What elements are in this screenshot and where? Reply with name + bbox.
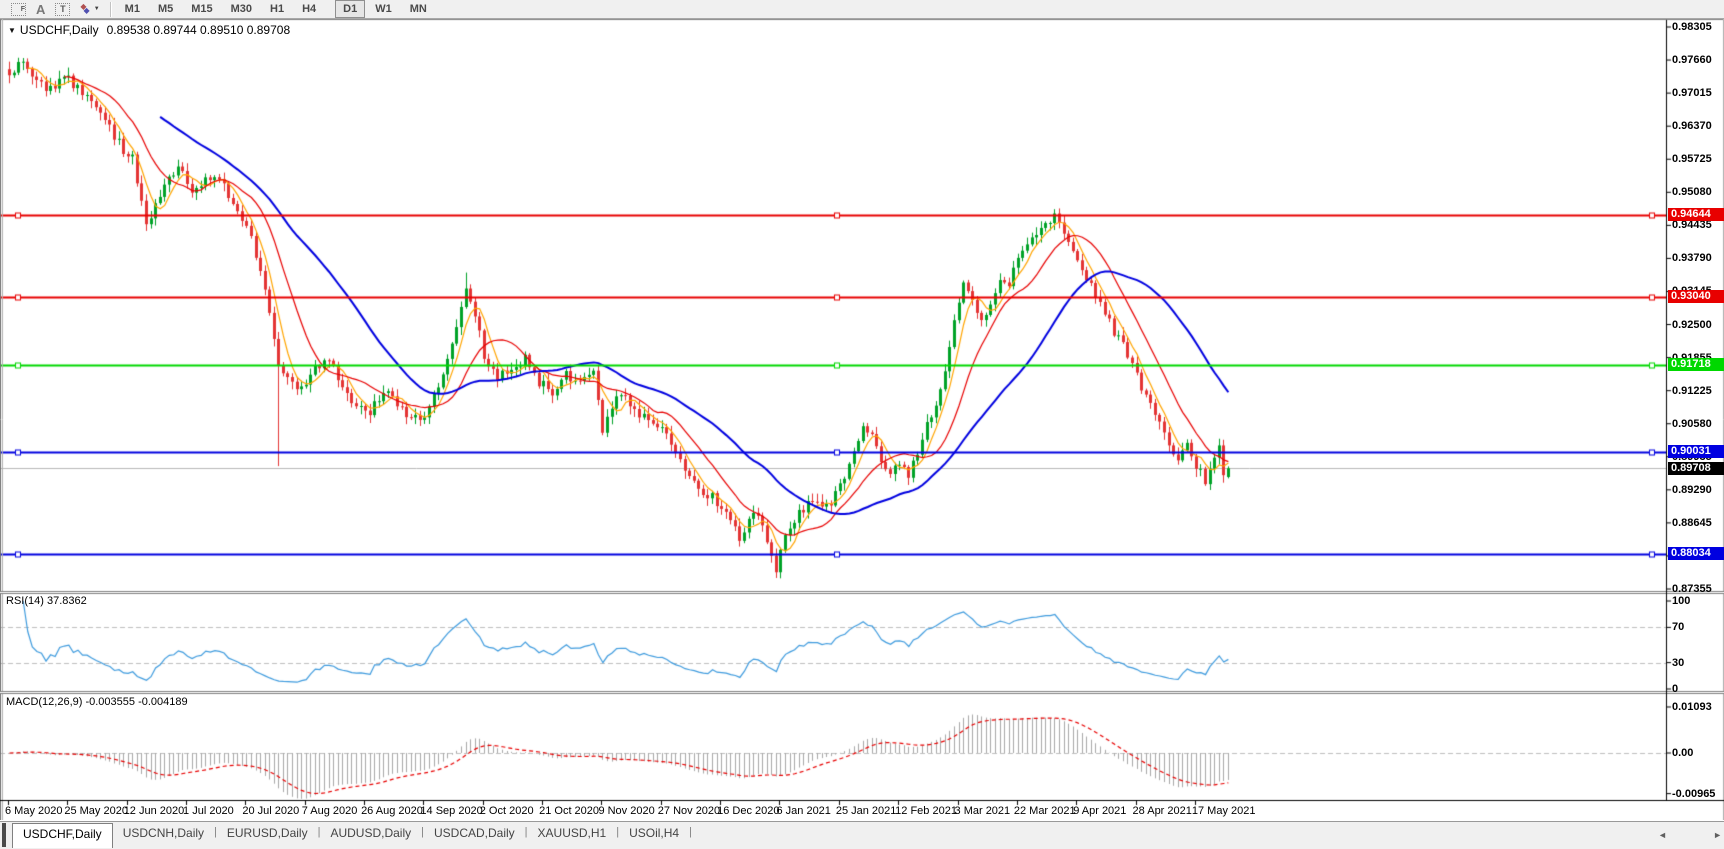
collapse-icon[interactable]: ▼ <box>8 26 16 35</box>
tab-separator: | <box>689 826 692 838</box>
fibonacci-glyph: F <box>11 2 26 16</box>
fibonacci-tool-icon[interactable]: F <box>6 1 31 18</box>
drawing-tools-group: F A T ◆ ◆ ▼ <box>6 1 105 18</box>
timeframe-button-w1[interactable]: W1 <box>375 3 392 15</box>
tab-audusd-daily[interactable]: AUDUSD,Daily <box>330 826 412 840</box>
text-tool-icon[interactable]: A <box>31 1 50 18</box>
tab-separator: | <box>616 826 620 838</box>
toolbar-separator <box>109 1 111 17</box>
arrow-diamond-blue: ◆ <box>83 6 90 15</box>
current-price-tag: 0.89708 <box>1668 462 1724 475</box>
hline-price-tag[interactable]: 0.90031 <box>1668 445 1724 458</box>
arrows-dropdown-caret-icon: ▼ <box>93 6 100 12</box>
ohlc-values: 0.89538 0.89744 0.89510 0.89708 <box>106 23 291 37</box>
text-label-glyph: T <box>55 2 71 16</box>
tab-separator: | <box>214 826 217 838</box>
timeframe-button-d1[interactable]: D1 <box>335 0 366 18</box>
chart-canvas[interactable] <box>0 0 1724 820</box>
tab-usdcad-daily[interactable]: USDCAD,Daily <box>433 826 515 840</box>
timeframe-button-h1[interactable]: H1 <box>270 3 285 15</box>
tab-scroll-left-icon[interactable]: ◄ <box>1658 830 1667 840</box>
timeframe-group: M1 M5 M15 M30 H1 H4 D1 W1 MN <box>116 0 436 18</box>
symbol-title: USDCHF,Daily <box>19 23 99 37</box>
tab-separator: | <box>524 826 528 838</box>
arrows-tool-icon[interactable]: ◆ ◆ ▼ <box>75 1 104 18</box>
tab-usdcnh-daily[interactable]: USDCNH,Daily <box>122 826 205 840</box>
timeframe-button-m15[interactable]: M15 <box>191 3 213 15</box>
timeframe-button-h4[interactable]: H4 <box>302 3 317 15</box>
chart-tabs-bar: USDCHF,Daily USDCNH,Daily | EURUSD,Daily | AU… <box>0 821 1724 849</box>
tab-separator: | <box>317 826 321 838</box>
tab-xauusd-h1[interactable]: XAUUSD,H1 <box>537 826 607 840</box>
toolbar: F A T ◆ ◆ ▼ M1 M5 M15 M30 H1 H4 D1 W1 MN <box>0 0 1724 19</box>
tab-usoil-h4[interactable]: USOil,H4 <box>629 826 680 840</box>
chart-title: ▼ USDCHF,Daily 0.89538 0.89744 0.89510 0.8… <box>8 23 290 37</box>
tab-grip[interactable] <box>2 823 6 847</box>
timeframe-button-m5[interactable]: M5 <box>157 3 174 15</box>
text-glyph: A <box>36 1 46 17</box>
text-label-tool-icon[interactable]: T <box>50 1 75 18</box>
hline-price-tag[interactable]: 0.91718 <box>1668 358 1724 371</box>
timeframe-button-m30[interactable]: M30 <box>230 3 253 15</box>
tab-separator: | <box>421 826 424 838</box>
hline-price-tag[interactable]: 0.93040 <box>1668 290 1724 303</box>
timeframe-button-mn[interactable]: MN <box>409 3 427 15</box>
arrow-diamond-red: ◆ <box>80 2 87 11</box>
tab-usdchf-daily[interactable]: USDCHF,Daily <box>12 823 113 848</box>
tab-scroll-right-icon[interactable]: ► <box>1713 830 1722 840</box>
tab-eurusd-daily[interactable]: EURUSD,Daily <box>226 826 308 840</box>
hline-price-tag[interactable]: 0.88034 <box>1668 547 1724 560</box>
hline-price-tag[interactable]: 0.94644 <box>1668 208 1724 221</box>
timeframe-button-m1[interactable]: M1 <box>124 3 140 15</box>
tab-scroll-buttons: ◄ ► <box>1658 830 1722 840</box>
chart-tabs: USDCHF,Daily USDCNH,Daily | EURUSD,Daily | AU… <box>12 822 692 848</box>
